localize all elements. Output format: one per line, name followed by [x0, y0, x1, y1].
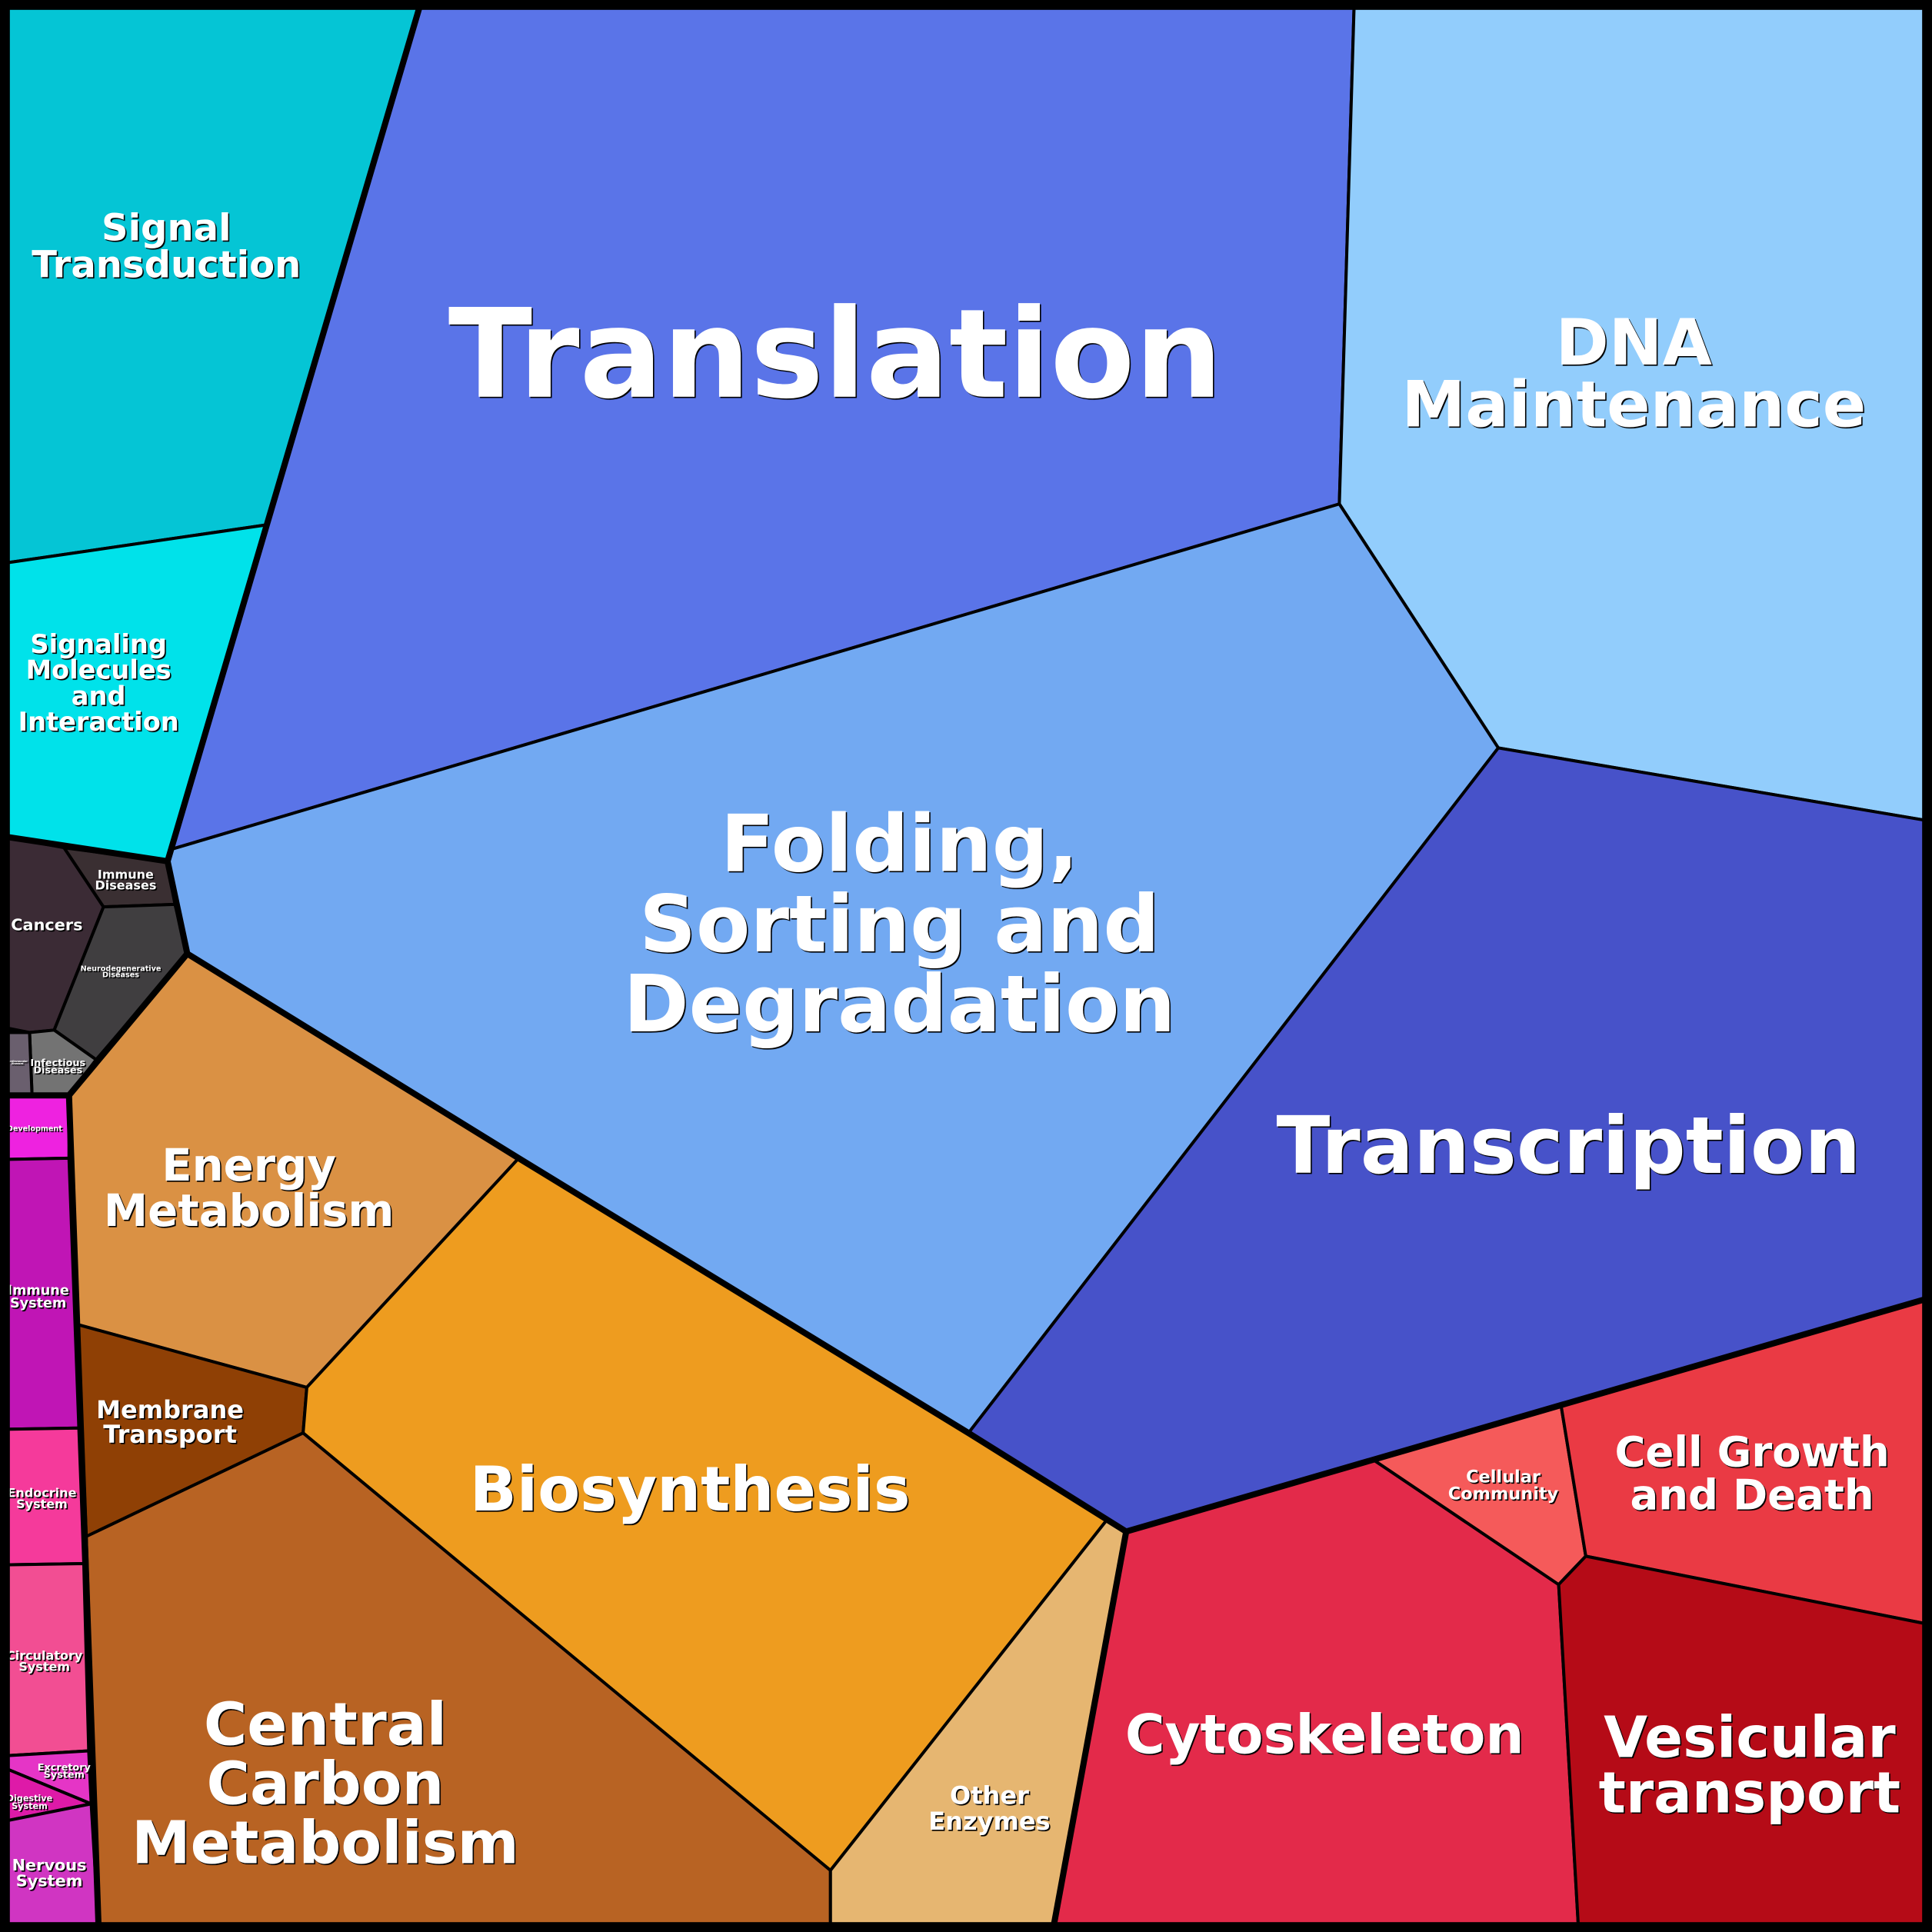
label-line: and: [72, 681, 126, 711]
label-line: Vesicular: [1604, 1706, 1896, 1771]
label-nervous-system: Nervous System: [12, 1856, 87, 1890]
label-development: Development: [7, 1125, 62, 1134]
label-line: System: [10, 1296, 66, 1311]
label-line: Maintenance: [1401, 367, 1866, 441]
label-transcription: Transcription: [1276, 1101, 1860, 1192]
group-border: [65, 1095, 102, 1927]
label-vesicular-transport: Vesicular transport: [1599, 1706, 1901, 1827]
label-line: Transduction: [32, 243, 301, 286]
label-line: Translation: [448, 282, 1223, 426]
label-line: Energy: [162, 1139, 336, 1191]
label-biosynthesis: Biosynthesis: [470, 1454, 911, 1525]
label-central-carbon-metabolism: Central Carbon Metabolism: [132, 1690, 519, 1877]
label-line: Excretory: [38, 1762, 92, 1774]
label-line: transport: [1599, 1761, 1901, 1827]
label-line: System: [16, 1497, 68, 1511]
label-line: Neurodegenerative: [81, 964, 162, 973]
label-line: System: [16, 1872, 83, 1890]
label-neurodegenerative-diseases: Neurodegenerative Diseases: [81, 964, 162, 979]
label-line: Cytoskeleton: [1125, 1704, 1524, 1767]
label-translation: Translation: [448, 282, 1223, 426]
label-signal-transduction: Signal Transduction: [32, 206, 301, 286]
label-line: Metabolism: [104, 1184, 395, 1237]
label-folding-sorting-degradation: Folding, Sorting and Degradation: [624, 799, 1176, 1051]
group-border: [185, 951, 1928, 1535]
label-membrane-transport: Membrane Transport: [96, 1395, 244, 1449]
label-line: Community: [1448, 1484, 1559, 1504]
label-line: Immune: [8, 1284, 69, 1299]
label-line: DNA: [1556, 305, 1713, 380]
label-line: Diseases: [11, 1062, 23, 1065]
label-line: Transcription: [1276, 1101, 1860, 1192]
label-line: Biosynthesis: [470, 1454, 911, 1525]
label-line: Diseases: [102, 971, 139, 979]
label-circulatory-system: Circulatory System: [6, 1648, 83, 1674]
label-line: Diseases: [33, 1064, 82, 1076]
label-line: Other: [950, 1780, 1029, 1810]
label-line: Cancers: [11, 916, 82, 934]
label-line: Infectious: [30, 1058, 85, 1069]
label-line: Transport: [103, 1420, 237, 1449]
group-border: [1050, 1531, 1130, 1928]
label-line: Carbon: [207, 1750, 445, 1818]
label-energy-metabolism: Energy Metabolism: [104, 1139, 395, 1237]
group-border: [165, 4, 424, 862]
label-line: System: [12, 1801, 48, 1811]
label-line: Digestive: [7, 1794, 53, 1804]
label-line: Nervous: [12, 1856, 87, 1874]
label-line: Sorting and: [639, 879, 1160, 971]
label-line: Central: [204, 1690, 447, 1759]
label-line: System: [18, 1659, 70, 1674]
label-line: System: [44, 1770, 85, 1781]
label-line: Endocrine: [7, 1485, 76, 1500]
label-cytoskeleton: Cytoskeleton: [1125, 1704, 1524, 1767]
label-line: Interaction: [18, 707, 179, 737]
label-other-enzymes: Other Enzymes: [928, 1780, 1050, 1836]
label-line: Membrane: [96, 1395, 244, 1424]
label-line: Cardiovascular: [7, 1060, 28, 1063]
label-line: Signal: [102, 206, 232, 249]
label-endocrine-system: Endocrine System: [7, 1485, 76, 1511]
label-cardiovascular-diseases: Cardiovascular Diseases: [7, 1060, 28, 1065]
label-line: Degradation: [624, 959, 1176, 1051]
label-line: Signaling: [30, 629, 167, 659]
label-excretory-system: Excretory System: [38, 1762, 92, 1781]
label-line: and Death: [1631, 1471, 1874, 1520]
label-dna-maintenance: DNA Maintenance: [1401, 305, 1866, 441]
label-line: Immune: [98, 867, 154, 881]
label-line: Development: [7, 1125, 62, 1134]
label-cellular-community: Cellular Community: [1448, 1467, 1559, 1504]
label-line: Cellular: [1466, 1467, 1541, 1487]
label-infectious-diseases: Infectious Diseases: [30, 1058, 85, 1077]
label-line: Molecules: [26, 655, 172, 685]
label-line: Cell Growth: [1614, 1427, 1889, 1476]
label-immune-diseases: Immune Diseases: [95, 867, 156, 892]
label-cell-growth-and-death: Cell Growth and Death: [1614, 1427, 1889, 1519]
label-line: Folding,: [721, 799, 1078, 891]
label-line: Circulatory: [6, 1648, 83, 1663]
label-line: Enzymes: [928, 1807, 1050, 1836]
label-cancers: Cancers: [11, 916, 82, 934]
label-line: Diseases: [95, 878, 156, 893]
label-line: Metabolism: [132, 1809, 519, 1877]
label-signaling-molecules: Signaling Molecules and Interaction: [18, 629, 179, 737]
label-digestive-system: Digestive System: [7, 1794, 53, 1811]
label-immune-system: Immune System: [8, 1284, 69, 1311]
